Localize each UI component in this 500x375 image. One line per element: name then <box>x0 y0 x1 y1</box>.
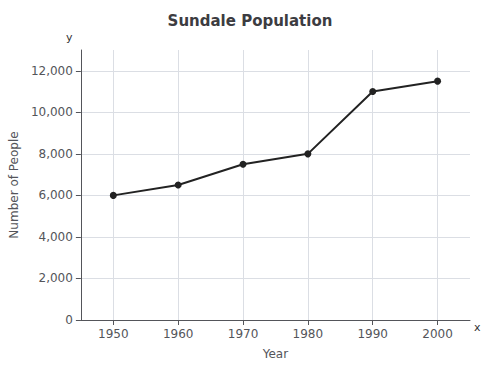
svg-text:1960: 1960 <box>163 327 194 341</box>
svg-text:Number of People: Number of People <box>7 131 21 238</box>
svg-text:2,000: 2,000 <box>39 271 73 285</box>
svg-text:12,000: 12,000 <box>31 64 73 78</box>
svg-text:6,000: 6,000 <box>39 188 73 202</box>
svg-text:1970: 1970 <box>228 327 259 341</box>
svg-text:1980: 1980 <box>293 327 324 341</box>
svg-text:x: x <box>474 321 481 334</box>
svg-text:8,000: 8,000 <box>39 147 73 161</box>
svg-text:Sundale Population: Sundale Population <box>168 12 333 30</box>
svg-text:10,000: 10,000 <box>31 105 73 119</box>
svg-text:y: y <box>66 31 73 44</box>
svg-text:2000: 2000 <box>422 327 453 341</box>
svg-text:1950: 1950 <box>98 327 129 341</box>
svg-text:1990: 1990 <box>357 327 388 341</box>
svg-text:0: 0 <box>65 313 73 327</box>
svg-text:Year: Year <box>262 347 288 361</box>
svg-text:4,000: 4,000 <box>39 230 73 244</box>
